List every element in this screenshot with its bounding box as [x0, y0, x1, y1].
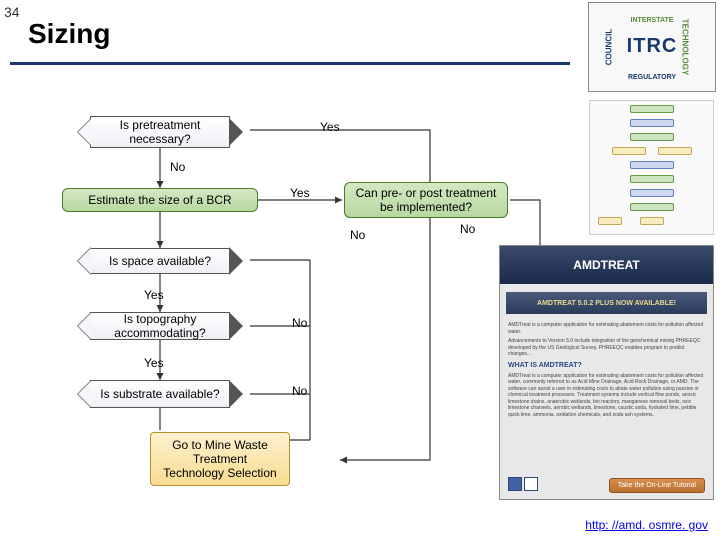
decision-text: Is substrate available? [100, 387, 219, 401]
process-estimate-bcr: Estimate the size of a BCR [62, 188, 258, 212]
logo-top-text: INTERSTATE [631, 17, 674, 24]
title-rule [10, 62, 570, 65]
source-url[interactable]: http: //amd. osmre. gov [585, 518, 708, 532]
page-title: Sizing [28, 18, 110, 50]
decision-substrate: Is substrate available? [90, 380, 230, 408]
decision-text: Is topography accommodating? [99, 312, 221, 340]
label-no-d4: No [292, 384, 307, 398]
usa-gov-icon [508, 477, 522, 491]
app-body: AMDTreat is a computer application for e… [500, 318, 713, 425]
app-title: AMDTREAT [500, 246, 713, 284]
amdtreat-screenshot: AMDTREAT AMDTREAT 5.0.2 PLUS NOW AVAILAB… [499, 245, 714, 500]
process-pre-post: Can pre- or post treatment be implemente… [344, 182, 508, 218]
mini-flowchart-thumb [589, 100, 714, 235]
label-no: No [170, 160, 185, 174]
logo-left-text: COUNCIL [605, 29, 614, 65]
tutorial-button[interactable]: Take the On-Line Tutorial [609, 478, 705, 493]
process-text: Estimate the size of a BCR [88, 193, 231, 207]
decision-topography: Is topography accommodating? [90, 312, 230, 340]
label-yes-2: Yes [290, 186, 310, 200]
label-yes: Yes [320, 120, 340, 134]
decision-space: Is space available? [90, 248, 230, 274]
label-no-p2b: No [460, 222, 475, 236]
decision-text: Is pretreatment necessary? [99, 118, 221, 146]
logo-center-text: ITRC [627, 35, 678, 58]
slide-number: 34 [4, 4, 20, 20]
logo-bottom-text: REGULATORY [628, 74, 676, 81]
decision-text: Is space available? [109, 254, 211, 268]
label-yes-3: Yes [144, 288, 164, 302]
label-yes-4: Yes [144, 356, 164, 370]
terminal-goto: Go to Mine Waste Treatment Technology Se… [150, 432, 290, 486]
label-no-d3: No [292, 316, 307, 330]
terminal-text: Go to Mine Waste Treatment Technology Se… [161, 438, 279, 480]
label-no-p2a: No [350, 228, 365, 242]
app-heading: WHAT IS AMDTREAT? [508, 361, 705, 370]
itrc-logo: INTERSTATE COUNCIL ITRC TECHNOLOGY REGUL… [588, 2, 716, 92]
logo-right-text: TECHNOLOGY [680, 19, 689, 75]
decision-pretreatment: Is pretreatment necessary? [90, 116, 230, 148]
access-icon [524, 477, 538, 491]
app-banner: AMDTREAT 5.0.2 PLUS NOW AVAILABLE! [506, 292, 707, 314]
process-text: Can pre- or post treatment be implemente… [355, 186, 497, 214]
